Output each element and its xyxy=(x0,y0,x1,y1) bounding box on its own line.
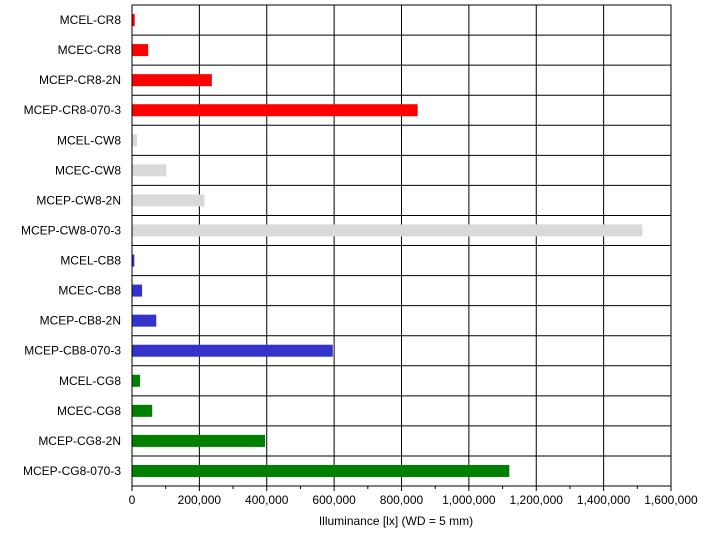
grid-lines xyxy=(131,5,672,486)
plot-frame xyxy=(131,4,672,491)
bar-mcec-cg8 xyxy=(132,404,153,417)
bar-mcep-cg8-2n xyxy=(132,434,266,447)
y-tick-label: MCEC-CB8 xyxy=(58,284,121,298)
bars xyxy=(132,14,643,477)
y-tick-label: MCEL-CG8 xyxy=(59,374,121,388)
y-tick-label: MCEL-CR8 xyxy=(60,13,122,27)
x-tick-labels: 0 200,000 400,000 600,000 800,000 1,000,000 1,… xyxy=(129,493,698,507)
x-tick-label: 0 xyxy=(129,493,136,507)
x-tick-label: 800,000 xyxy=(380,493,424,507)
y-tick-label: MCEP-CW8-2N xyxy=(36,193,121,207)
y-tick-labels: MCEL-CR8 MCEC-CR8 MCEP-CR8-2N MCEP-CR8-070-… xyxy=(21,13,121,478)
y-tick-label: MCEP-CB8-2N xyxy=(40,314,121,328)
bar-mcep-cr8-2n xyxy=(132,74,212,87)
y-tick-label: MCEP-CB8-070-3 xyxy=(24,344,121,358)
bar-mcel-cg8 xyxy=(132,374,141,387)
y-tick-label: MCEC-CW8 xyxy=(55,163,121,177)
y-tick-label: MCEL-CW8 xyxy=(57,133,121,147)
y-tick-label: MCEC-CR8 xyxy=(58,43,122,57)
bar-mcel-cw8 xyxy=(132,134,138,147)
bar-mcel-cr8 xyxy=(132,14,135,27)
y-tick-label: MCEL-CB8 xyxy=(60,254,121,268)
bar-mcep-cb8-2n xyxy=(132,314,157,327)
x-tick-label: 1,000,000 xyxy=(442,493,496,507)
x-tick-label: 400,000 xyxy=(245,493,289,507)
x-tick-label: 200,000 xyxy=(178,493,222,507)
bar-mcep-cw8-070-3 xyxy=(132,224,643,237)
y-tick-label: MCEP-CG8-070-3 xyxy=(23,464,121,478)
bar-mcep-cb8-070-3 xyxy=(132,344,333,357)
bar-mcec-cr8 xyxy=(132,44,149,57)
y-tick-label: MCEC-CG8 xyxy=(57,404,121,418)
x-axis-label: Illuminance [lx] (WD = 5 mm) xyxy=(319,514,473,528)
x-tick-label: 1,200,000 xyxy=(510,493,564,507)
x-tick-label: 600,000 xyxy=(312,493,356,507)
bar-mcep-cg8-070-3 xyxy=(132,464,510,477)
bar-mcep-cr8-070-3 xyxy=(132,104,418,117)
x-tick-label: 1,600,000 xyxy=(644,493,698,507)
y-tick-label: MCEP-CG8-2N xyxy=(38,434,121,448)
bar-mcel-cb8 xyxy=(132,254,135,267)
y-tick-label: MCEP-CR8-070-3 xyxy=(24,103,122,117)
bar-mcec-cb8 xyxy=(132,284,143,297)
y-tick-label: MCEP-CR8-2N xyxy=(39,73,121,87)
x-tick-label: 1,400,000 xyxy=(577,493,631,507)
plot-border xyxy=(131,4,672,487)
bar-mcec-cw8 xyxy=(132,164,167,177)
bar-mcep-cw8-2n xyxy=(132,194,205,207)
y-tick-label: MCEP-CW8-070-3 xyxy=(21,223,121,237)
